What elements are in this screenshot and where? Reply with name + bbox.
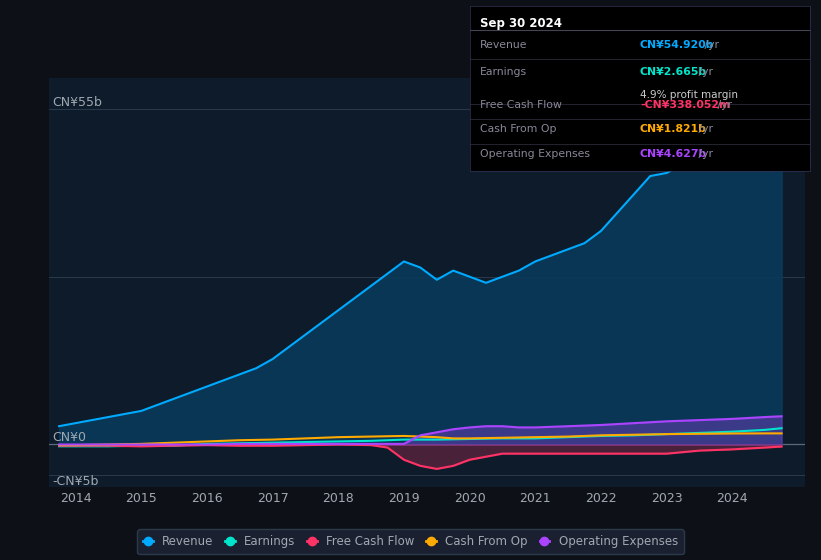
Text: Earnings: Earnings [479, 67, 527, 77]
Text: /yr: /yr [713, 100, 732, 110]
Text: CN¥2.665b: CN¥2.665b [640, 67, 707, 77]
Text: /yr: /yr [695, 67, 713, 77]
Text: CN¥55b: CN¥55b [53, 96, 103, 109]
Text: Sep 30 2024: Sep 30 2024 [479, 17, 562, 30]
Text: Cash From Op: Cash From Op [479, 124, 557, 134]
Text: /yr: /yr [701, 40, 719, 50]
Text: 4.9% profit margin: 4.9% profit margin [640, 90, 738, 100]
Text: Free Cash Flow: Free Cash Flow [479, 100, 562, 110]
Text: CN¥4.627b: CN¥4.627b [640, 150, 707, 159]
Legend: Revenue, Earnings, Free Cash Flow, Cash From Op, Operating Expenses: Revenue, Earnings, Free Cash Flow, Cash … [137, 529, 684, 554]
Text: /yr: /yr [695, 124, 713, 134]
Text: -CN¥338.052m: -CN¥338.052m [640, 100, 730, 110]
Text: CN¥1.821b: CN¥1.821b [640, 124, 707, 134]
Text: CN¥54.920b: CN¥54.920b [640, 40, 714, 50]
Text: -CN¥5b: -CN¥5b [53, 475, 99, 488]
Text: Operating Expenses: Operating Expenses [479, 150, 589, 159]
Text: CN¥0: CN¥0 [53, 432, 86, 445]
Text: Revenue: Revenue [479, 40, 527, 50]
Text: /yr: /yr [695, 150, 713, 159]
